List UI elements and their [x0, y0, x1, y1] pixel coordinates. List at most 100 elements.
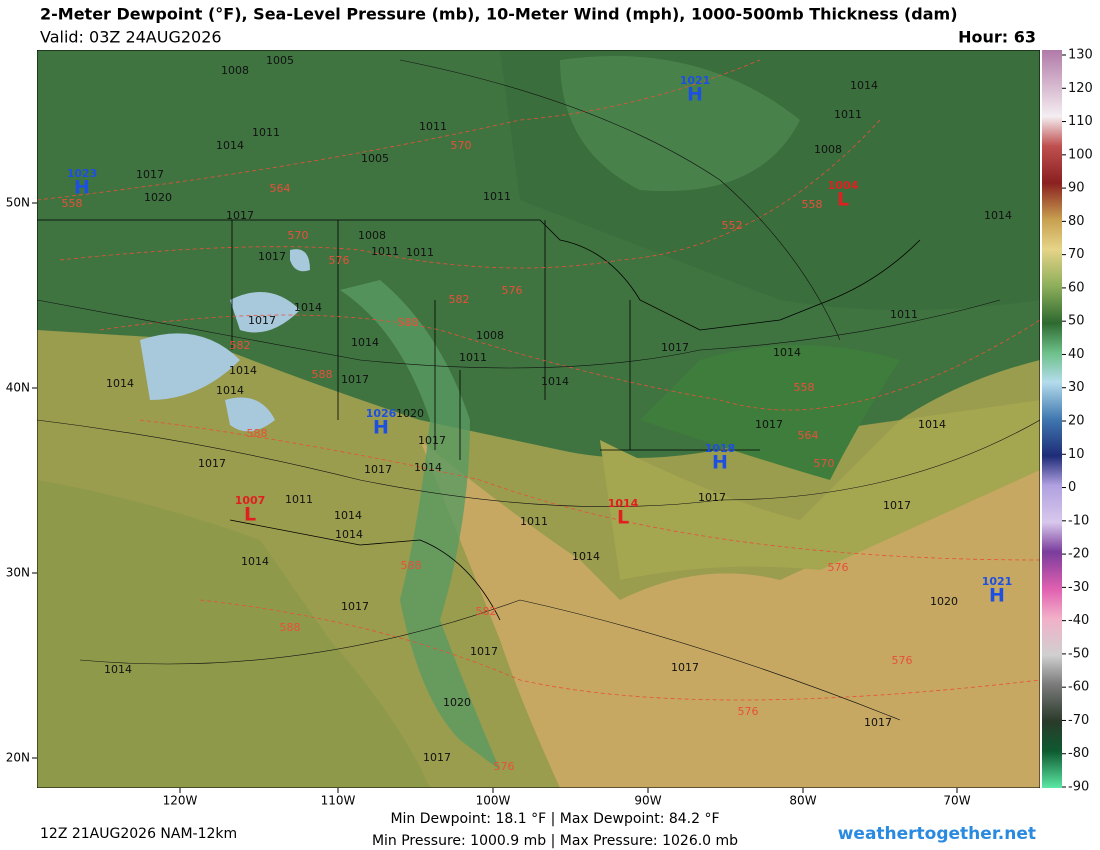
center-symbol: L — [617, 507, 629, 529]
us-canada-border — [37, 219, 921, 331]
colorbar-tick-label: 110 — [1068, 114, 1093, 129]
thickness-label: 588 — [247, 427, 268, 440]
pressure-range: Min Pressure: 1000.9 mb | Max Pressure: … — [372, 833, 738, 849]
colorbar-tick-label: 30 — [1068, 380, 1085, 395]
dewpoint-range: Min Dewpoint: 18.1 °F | Max Dewpoint: 84… — [390, 811, 719, 827]
center-symbol: H — [687, 84, 703, 106]
isobar-label: 1014 — [216, 139, 244, 152]
lon-label: 90W — [634, 794, 661, 808]
isobar-label: 1008 — [358, 229, 386, 242]
isobar-label: 1017 — [671, 661, 699, 674]
center-pressure: 1026 — [366, 407, 397, 420]
isobar-label: 1017 — [418, 434, 446, 447]
isobar-label: 1014 — [334, 509, 362, 522]
center-pressure: 1018 — [705, 442, 736, 455]
thickness-label: 558 — [62, 197, 83, 210]
colorbar-tick-label: 60 — [1068, 280, 1085, 295]
thickness-label: 570 — [451, 139, 472, 152]
dry-areas — [140, 249, 310, 432]
isobar-label: 1017 — [883, 499, 911, 512]
valid-time: Valid: 03Z 24AUG2026 — [40, 28, 222, 47]
isobar-label: 1011 — [406, 246, 434, 259]
center-pressure: 1007 — [235, 494, 266, 507]
center-symbol: H — [989, 585, 1005, 607]
isobar-label: 1017 — [755, 418, 783, 431]
isobar-label: 1014 — [216, 384, 244, 397]
isobar-label: 1017 — [341, 373, 369, 386]
center-symbol: L — [837, 189, 849, 211]
isobar-label: 1017 — [698, 491, 726, 504]
center-pressure: 1004 — [828, 179, 859, 192]
thickness-label: 564 — [798, 429, 819, 442]
colorbar-tick-label: -80 — [1068, 746, 1089, 761]
appalachian-green — [640, 345, 900, 480]
isobar-label: 1014 — [104, 663, 132, 676]
thickness-label: 582 — [449, 293, 470, 306]
thickness-label: 576 — [828, 561, 849, 574]
thickness-label: 570 — [288, 229, 309, 242]
center-pressure: 1021 — [680, 74, 711, 87]
colorbar-tick-label: 90 — [1068, 181, 1085, 196]
thickness-label: 588 — [401, 559, 422, 572]
colorbar — [1042, 50, 1062, 788]
isobar-label: 1017 — [258, 250, 286, 263]
isobar-label: 1017 — [136, 168, 164, 181]
pacific — [37, 480, 430, 788]
thickness-label: 558 — [794, 381, 815, 394]
thickness-label: 576 — [738, 705, 759, 718]
isobar-label: 1014 — [294, 301, 322, 314]
isobar-label: 1011 — [459, 351, 487, 364]
colorbar-tick-label: -20 — [1068, 547, 1089, 562]
isobar-label: 1014 — [335, 528, 363, 541]
isobar-label: 1011 — [419, 120, 447, 133]
colorbar-tick-label: 130 — [1068, 48, 1093, 63]
hudson-green — [560, 56, 800, 192]
borders — [37, 219, 921, 621]
thickness-label: 576 — [502, 284, 523, 297]
isobar-label: 1017 — [470, 645, 498, 658]
isobar-label: 1017 — [364, 463, 392, 476]
isobar-label: 1005 — [361, 152, 389, 165]
southeast — [600, 400, 1040, 580]
colorbar-tick-label: -40 — [1068, 613, 1089, 628]
isobar-label: 1011 — [520, 515, 548, 528]
colorbar-tick-label: 80 — [1068, 214, 1085, 229]
center-symbol: L — [244, 504, 256, 526]
isobar-label: 1014 — [229, 364, 257, 377]
lat-label: 30N — [6, 566, 30, 580]
colorbar-tick-label: 100 — [1068, 147, 1093, 162]
us-mexico-border — [229, 519, 501, 621]
isobar-label: 1008 — [476, 329, 504, 342]
isobar-label: 1017 — [226, 209, 254, 222]
center-symbol: H — [373, 417, 389, 439]
colorbar-tick-label: -60 — [1068, 680, 1089, 695]
isobar-label: 1017 — [423, 751, 451, 764]
thickness-label: 576 — [329, 254, 350, 267]
isobar-label: 1014 — [351, 336, 379, 349]
lon-label: 120W — [163, 794, 198, 808]
center-pressure: 1021 — [982, 575, 1013, 588]
isobar-label: 1017 — [661, 341, 689, 354]
lon-label: 80W — [789, 794, 816, 808]
center-pressure: 1023 — [67, 167, 98, 180]
isobar-label: 1014 — [414, 461, 442, 474]
thickness-label: 564 — [270, 182, 291, 195]
thickness-label: 570 — [814, 457, 835, 470]
lon-label: 110W — [321, 794, 356, 808]
isobar-label: 1011 — [834, 108, 862, 121]
thickness-label: 588 — [280, 621, 301, 634]
labels: 1301201101009080706050403020100-10-20-30… — [6, 48, 1093, 808]
isobar-label: 1008 — [814, 143, 842, 156]
colorbar-tick-label: 50 — [1068, 314, 1085, 329]
lat-label: 40N — [6, 381, 30, 395]
isobar-label: 1014 — [241, 555, 269, 568]
isobar-label: 1020 — [396, 407, 424, 420]
thickness-label: 558 — [802, 198, 823, 211]
colorbar-tick-label: 40 — [1068, 347, 1085, 362]
thickness-label: 582 — [476, 605, 497, 618]
isobar-label: 1020 — [443, 696, 471, 709]
isobar-label: 1005 — [266, 54, 294, 67]
center-symbol: H — [712, 452, 728, 474]
isobar-label: 1017 — [198, 457, 226, 470]
isobar-label: 1017 — [248, 314, 276, 327]
